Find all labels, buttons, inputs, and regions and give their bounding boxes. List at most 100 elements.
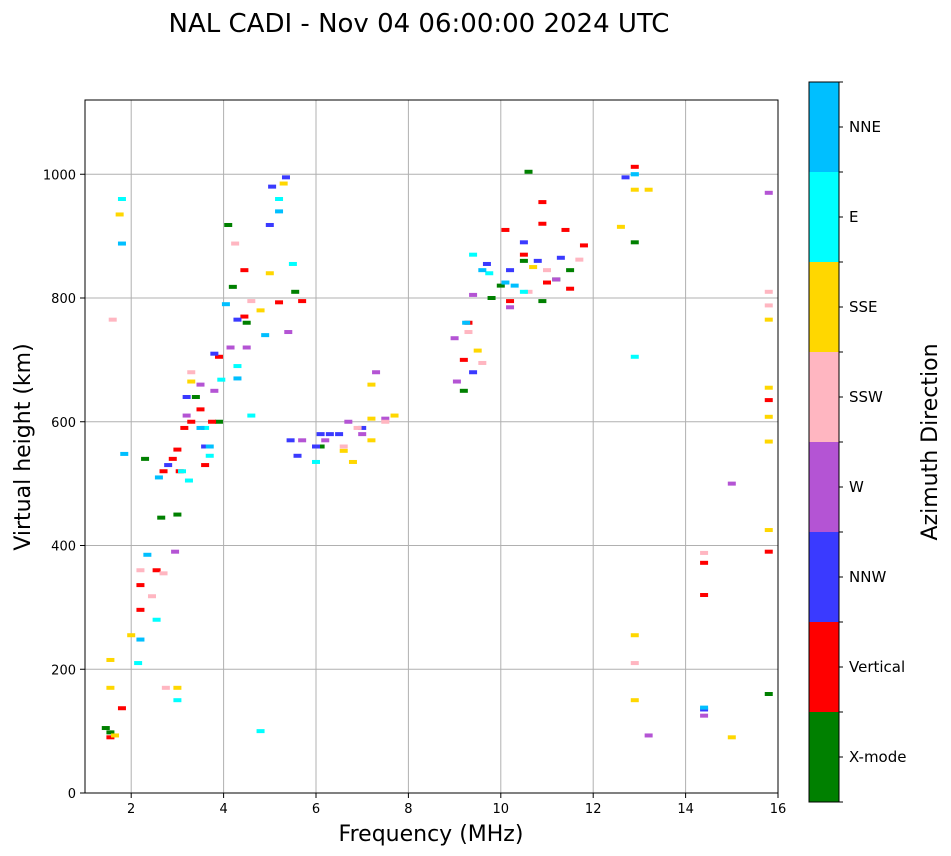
echo-point-nne (136, 637, 145, 642)
echo-point-sse (127, 633, 136, 638)
echo-point-nnw (164, 463, 173, 468)
plot-frame (84, 99, 779, 794)
colorbar-segment (809, 262, 839, 352)
echo-point-sse (173, 685, 182, 690)
echo-point-x-mode (291, 289, 300, 294)
echo-point-w (764, 190, 773, 195)
echo-point-e (184, 478, 193, 483)
echo-point-vertical (519, 252, 528, 257)
colorbar-tick-label: Vertical (849, 658, 905, 676)
echo-point-ssw (630, 661, 639, 666)
colorbar-tick-label: E (849, 208, 858, 226)
echo-point-vertical (538, 221, 547, 226)
x-tick-label: 6 (312, 802, 320, 817)
echo-point-x-mode (214, 419, 223, 424)
echo-point-vertical (117, 706, 126, 711)
echo-point-sse (644, 187, 653, 192)
echo-point-vertical (561, 227, 570, 232)
echo-point-w (242, 345, 251, 350)
echo-point-sse (764, 439, 773, 444)
echo-point-sse (367, 382, 376, 387)
echo-point-vertical (579, 243, 588, 248)
echo-point-w (381, 416, 390, 421)
echo-point-nne (700, 705, 709, 710)
echo-point-w (450, 336, 459, 341)
echo-point-sse (616, 224, 625, 229)
colorbar-label: Azimuth Direction (918, 343, 943, 540)
echo-point-e (117, 197, 126, 201)
echo-point-nne (261, 333, 270, 338)
echo-point-ssw (764, 289, 773, 294)
echo-point-e (312, 459, 320, 464)
colorbar-segment (809, 82, 839, 172)
echo-point-ssw (543, 268, 551, 273)
echo-point-e (134, 661, 143, 666)
echo-point-e (217, 377, 226, 382)
echo-point-vertical (173, 447, 182, 452)
colorbar: X-mode Vertical NNW W SSW SSE E NNE (808, 81, 906, 803)
echo-point-ssw (147, 594, 156, 599)
echo-point-ssw (161, 685, 170, 690)
echo-point-nne (275, 209, 284, 214)
echo-point-nnw (281, 175, 290, 180)
echo-point-x-mode (157, 515, 166, 520)
echo-point-nnw (312, 444, 320, 449)
echo-point-w (298, 438, 307, 443)
echo-point-nne (221, 302, 230, 307)
echo-point-nne (143, 552, 152, 557)
echo-point-vertical (700, 560, 709, 565)
echo-point-x-mode (191, 395, 200, 399)
echo-point-w (372, 370, 381, 375)
echo-point-nne (154, 475, 163, 480)
x-tick-label: 8 (404, 802, 412, 817)
echo-point-nnw (621, 175, 630, 180)
chart-title: NAL CADI - Nov 04 06:00:00 2024 UTC (169, 9, 670, 39)
echo-point-sse (630, 187, 639, 192)
echo-point-sse (764, 385, 773, 390)
echo-point-e (201, 425, 210, 430)
echo-point-sse (348, 459, 357, 464)
y-tick-label: 0 (68, 787, 76, 802)
echo-point-vertical (201, 463, 210, 468)
colorbar-tick-label: W (849, 478, 864, 496)
colorbar-tick-label: SSW (849, 388, 883, 406)
echo-point-vertical (566, 286, 575, 291)
echo-point-e (247, 413, 256, 418)
y-tick-label: 800 (51, 292, 76, 307)
echo-point-sse (764, 317, 773, 322)
echo-point-ssw (575, 257, 584, 262)
echo-point-w (727, 481, 736, 486)
echo-point-nnw (182, 395, 191, 399)
echo-point-sse (106, 685, 115, 690)
echo-point-vertical (764, 549, 773, 554)
echo-point-e (519, 289, 528, 294)
echo-point-sse (473, 348, 482, 353)
echo-point-nnw (286, 438, 295, 443)
echo-point-e (288, 261, 297, 266)
colorbar-tick-label: NNE (849, 118, 881, 136)
echo-point-w (644, 733, 653, 738)
echo-point-sse (764, 528, 773, 533)
x-tick-label: 16 (770, 802, 787, 817)
echo-point-w (196, 382, 205, 387)
colorbar-segment (809, 442, 839, 532)
echo-point-e (485, 271, 494, 276)
echo-point-ssw (764, 303, 773, 308)
echo-point-ssw (187, 370, 196, 375)
echo-point-sse (256, 308, 265, 313)
echo-point-x-mode (141, 456, 150, 461)
echo-point-sse (111, 733, 120, 738)
echo-point-vertical (275, 300, 284, 305)
echo-point-e (205, 453, 214, 458)
echo-point-x-mode (630, 240, 639, 245)
x-axis-label: Frequency (MHz) (339, 822, 524, 847)
colorbar-segment (809, 352, 839, 442)
echo-point-w (321, 438, 330, 443)
echo-point-vertical (543, 280, 551, 285)
echo-point-ssw (108, 317, 117, 322)
echo-point-sse (115, 212, 124, 217)
echo-point-vertical (700, 593, 709, 597)
echo-point-x-mode (524, 169, 533, 174)
echo-point-nnw (482, 261, 491, 266)
x-tick-label: 12 (585, 802, 602, 817)
